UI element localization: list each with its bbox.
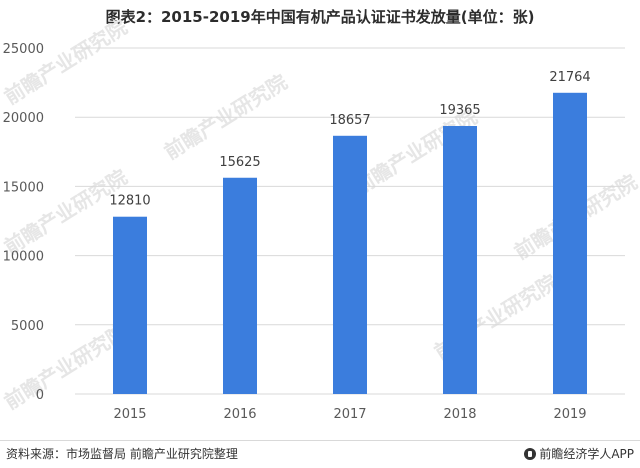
y-tick-label: 5000 <box>11 319 44 334</box>
data-labels: 12810 15625 18657 19365 21764 <box>109 70 590 209</box>
footer: 资料来源：市场监督局 前瞻产业研究院整理 前瞻经济学人APP <box>0 440 640 468</box>
y-tick-label: 25000 <box>3 42 44 57</box>
bar <box>113 216 147 394</box>
bars <box>113 92 587 395</box>
watermark-text: 前瞻产业研究院 <box>0 320 131 415</box>
source-text: 资料来源：市场监督局 前瞻产业研究院整理 <box>6 447 238 461</box>
brand-label: 前瞻经济学人APP <box>539 447 634 461</box>
x-tick-label: 2016 <box>223 407 256 422</box>
y-tick-label: 20000 <box>3 111 44 126</box>
brand[interactable]: 前瞻经济学人APP <box>524 445 634 462</box>
x-tick-label: 2017 <box>333 407 366 422</box>
chart-title: 图表2：2015-2019年中国有机产品认证证书发放量(单位：张) <box>105 8 535 26</box>
y-axis-ticks: 0 5000 10000 15000 20000 25000 <box>3 42 44 403</box>
y-tick-label: 0 <box>36 388 44 403</box>
data-label: 19365 <box>439 103 480 118</box>
watermark-text: 前瞻产业研究院 <box>0 165 131 260</box>
brand-logo-icon <box>524 447 537 460</box>
watermark-text: 前瞻产业研究院 <box>0 15 131 110</box>
bar <box>553 92 587 394</box>
bar <box>443 125 477 394</box>
x-tick-label: 2018 <box>443 407 476 422</box>
x-tick-label: 2019 <box>553 407 586 422</box>
y-tick-label: 10000 <box>3 250 44 265</box>
x-tick-label: 2015 <box>113 407 146 422</box>
data-label: 21764 <box>549 70 590 85</box>
data-label: 12810 <box>109 194 150 209</box>
y-tick-label: 15000 <box>3 180 44 195</box>
data-label: 18657 <box>329 113 370 128</box>
bar <box>333 135 367 395</box>
x-axis-ticks: 2015 2016 2017 2018 2019 <box>113 407 586 422</box>
bar <box>223 177 257 394</box>
data-label: 15625 <box>219 155 260 170</box>
